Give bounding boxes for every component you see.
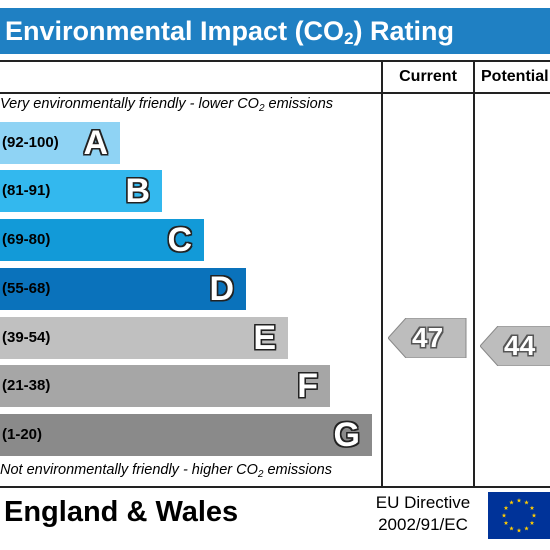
top-caption: Very environmentally friendly - lower CO… [0, 96, 384, 112]
top-caption-prefix: Very environmentally friendly - lower CO [0, 96, 259, 112]
title-subscript: 2 [344, 29, 354, 48]
eu-star-icon [516, 498, 522, 503]
band-b-letter: B [125, 172, 150, 210]
top-caption-suffix: emissions [264, 96, 334, 112]
band-a-letter: A [83, 124, 108, 162]
potential-column-header: Potential [481, 68, 549, 85]
band-d: (55-68) D [0, 268, 246, 310]
eu-star-icon [503, 520, 509, 525]
band-d-letter: D [209, 270, 234, 308]
eu-star-icon [524, 526, 529, 531]
band-e-range: (39-54) [2, 329, 51, 346]
current-rating-arrow: 47 [388, 318, 468, 358]
column-divider-current [381, 60, 383, 488]
top-caption-subscript: 2 [258, 103, 265, 113]
eu-star-icon [501, 513, 507, 518]
potential-rating-arrow: 44 [480, 326, 550, 366]
country-label: England & Wales [4, 496, 239, 528]
rating-title-bar: Environmental Impact (CO2) Rating [0, 8, 550, 54]
band-f-letter: F [297, 367, 318, 405]
band-d-range: (55-68) [2, 280, 51, 297]
eu-star-icon [509, 500, 514, 505]
band-g-range: (1-20) [2, 426, 43, 443]
potential-rating-value: 44 [504, 330, 536, 361]
band-b-range: (81-91) [2, 182, 51, 199]
eu-star-icon [516, 528, 522, 533]
band-f: (21-38) F [0, 365, 330, 407]
eu-star-icon [503, 505, 509, 510]
band-a: (92-100) A [0, 122, 120, 164]
band-a-range: (92-100) [2, 134, 59, 151]
current-rating-value: 47 [412, 322, 444, 353]
band-g-letter: G [333, 416, 360, 454]
bottom-caption-suffix: emissions [263, 462, 332, 478]
eu-star-icon [524, 500, 529, 505]
header-row-divider [0, 92, 550, 94]
eu-star-icon [509, 526, 514, 531]
directive-line-1: EU Directive [375, 493, 471, 512]
title-suffix: ) Rating [353, 16, 455, 46]
column-divider-potential [473, 60, 475, 488]
eu-flag-icon [488, 492, 550, 539]
band-c: (69-80) C [0, 219, 204, 261]
eu-star-icon [529, 520, 535, 525]
band-e-letter: E [253, 319, 276, 357]
rating-table-frame [0, 60, 550, 488]
band-c-letter: C [167, 221, 192, 259]
current-column-header: Current [399, 68, 457, 85]
directive-line-2: 2002/91/EC [378, 515, 468, 534]
bottom-caption-prefix: Not environmentally friendly - higher CO [0, 462, 258, 478]
band-e: (39-54) E [0, 317, 288, 359]
eu-star-icon [531, 513, 537, 518]
potential-arrow-shape [480, 326, 550, 366]
band-b: (81-91) B [0, 170, 162, 212]
eu-directive-text: EU Directive 2002/91/EC [362, 492, 484, 536]
bottom-caption-subscript: 2 [257, 469, 264, 479]
band-f-range: (21-38) [2, 377, 51, 394]
band-g: (1-20) G [0, 414, 372, 456]
eu-star-icon [529, 505, 535, 510]
bottom-caption: Not environmentally friendly - higher CO… [0, 462, 384, 478]
title-prefix: Environmental Impact (CO [5, 16, 345, 46]
current-arrow-shape [388, 318, 467, 358]
band-c-range: (69-80) [2, 231, 51, 248]
